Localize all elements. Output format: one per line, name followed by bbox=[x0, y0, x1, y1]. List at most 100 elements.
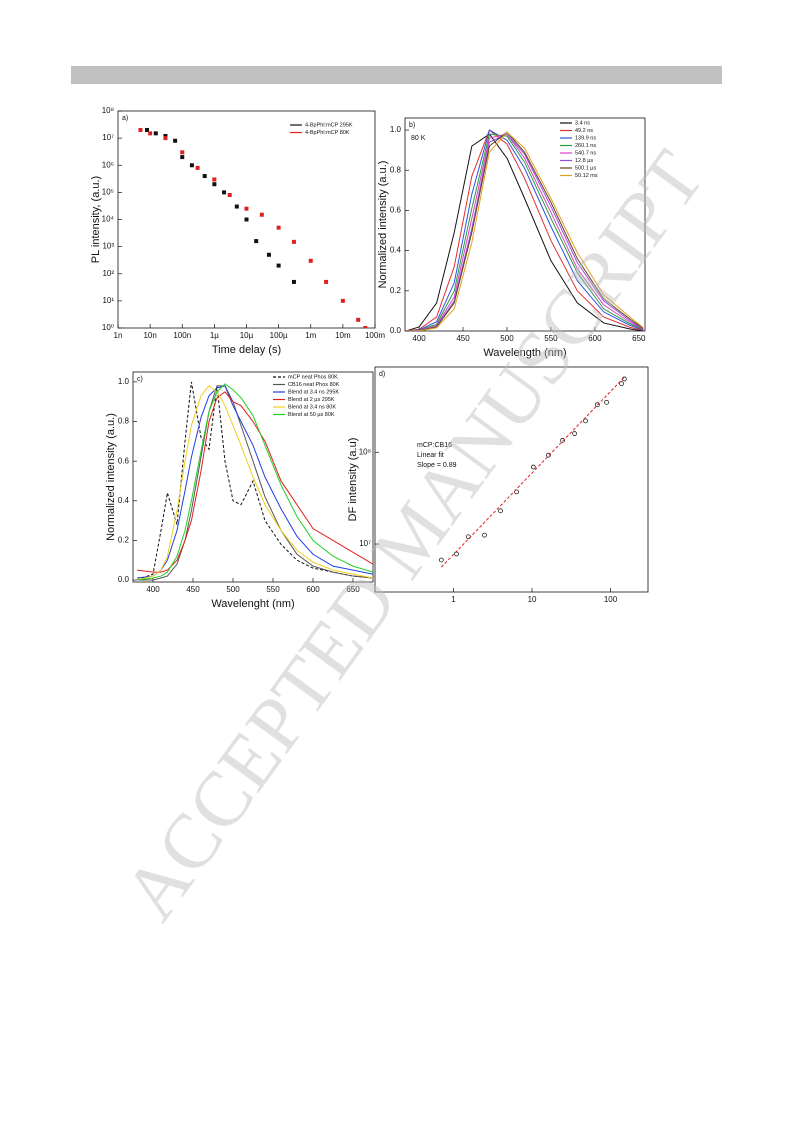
point bbox=[291, 239, 296, 244]
point bbox=[498, 508, 503, 514]
figure bbox=[103, 100, 663, 612]
y-axis-label: DF intensity (a.u) bbox=[347, 438, 359, 522]
chart: 400 450 500 550 600 650 0.0 0.2 0.4 0.6 0.8 1.0 Wave… bbox=[105, 371, 374, 610]
point bbox=[138, 127, 143, 132]
point bbox=[244, 217, 249, 222]
point bbox=[514, 489, 519, 495]
series-line bbox=[405, 131, 644, 331]
series-line bbox=[136, 385, 373, 581]
legend-label: 4-BpPhl:mCP 295K bbox=[305, 122, 353, 128]
chart: 1n 10n 100n 1µ 10µ 100µ 1m 10m 100m 10⁰ 10¹ 10² 10³ 1… bbox=[90, 106, 385, 356]
point bbox=[291, 279, 296, 284]
point bbox=[153, 131, 158, 136]
y-tick-label: 0.6 bbox=[118, 456, 130, 465]
point bbox=[180, 150, 185, 155]
point bbox=[266, 252, 271, 257]
plot-frame bbox=[132, 371, 374, 583]
x-tick-label: 450 bbox=[186, 585, 200, 594]
y-tick-label: 10⁷ bbox=[359, 539, 371, 548]
y-tick-label: 0.0 bbox=[390, 326, 402, 335]
y-tick-label: 0.2 bbox=[118, 536, 130, 545]
x-tick-label: 400 bbox=[146, 585, 160, 594]
legend-label: CB16 neat Phos 80K bbox=[288, 382, 340, 388]
plot-area bbox=[138, 127, 368, 328]
plot-frame bbox=[374, 366, 649, 593]
point bbox=[594, 402, 600, 408]
point bbox=[212, 177, 217, 182]
panel-label: b) bbox=[409, 122, 415, 129]
series-line bbox=[136, 381, 373, 581]
y-tick-label: 0.8 bbox=[118, 417, 130, 426]
y-tick-label: 0.2 bbox=[390, 286, 402, 295]
y-tick-label: 10⁸ bbox=[359, 447, 371, 456]
x-tick-label: 100µ bbox=[270, 331, 288, 340]
legend-label: 12.8 µs bbox=[575, 158, 593, 164]
y-tick-label: 0.6 bbox=[390, 206, 402, 215]
chart: 400 450 500 550 600 650 0.0 0.2 0.4 0.6 0.8 1.0 Wave… bbox=[377, 117, 646, 359]
point bbox=[363, 326, 368, 328]
legend-label: Blend at 3.4 ns 295K bbox=[288, 389, 339, 395]
annotation: Linear fit bbox=[417, 452, 444, 459]
point bbox=[202, 174, 207, 179]
legend-label: 49.2 ns bbox=[575, 128, 593, 134]
point bbox=[276, 263, 281, 268]
series-line bbox=[405, 129, 644, 331]
legend-label: Blend at 2 µs 295K bbox=[288, 397, 335, 403]
y-tick-label: 1.0 bbox=[390, 125, 402, 134]
header-bar bbox=[71, 66, 722, 84]
x-tick-label: 600 bbox=[306, 585, 320, 594]
y-tick-label: 0.8 bbox=[390, 165, 402, 174]
point bbox=[604, 399, 609, 405]
series-line bbox=[440, 376, 625, 568]
point bbox=[583, 418, 588, 424]
panel-label: a) bbox=[122, 115, 128, 122]
series-line bbox=[405, 133, 644, 331]
y-tick-label: 1.0 bbox=[118, 377, 130, 386]
y-tick-label: 0.4 bbox=[118, 496, 130, 505]
y-tick-label: 10² bbox=[102, 269, 114, 278]
point bbox=[244, 206, 249, 211]
legend-label: 3.4 ns bbox=[575, 120, 590, 126]
annotation: mCP:CB16 bbox=[417, 442, 452, 449]
y-tick-label: 10⁴ bbox=[102, 215, 115, 224]
point bbox=[234, 204, 239, 209]
point bbox=[340, 298, 345, 303]
plot-frame bbox=[404, 117, 646, 332]
x-tick-label: 600 bbox=[588, 334, 602, 343]
point bbox=[173, 138, 178, 143]
point bbox=[254, 239, 259, 244]
x-tick-label: 100m bbox=[365, 331, 385, 340]
legend-label: 260.1 ns bbox=[575, 143, 596, 149]
x-tick-label: 1m bbox=[305, 331, 316, 340]
series-line bbox=[136, 385, 373, 579]
y-tick-label: 10⁸ bbox=[102, 106, 114, 115]
legend-label: 50.12 ms bbox=[575, 173, 598, 179]
x-axis-label: Wavelength (nm) bbox=[483, 347, 566, 359]
point bbox=[222, 190, 227, 195]
y-tick-label: 0.0 bbox=[118, 575, 130, 584]
point bbox=[438, 557, 444, 563]
point bbox=[189, 163, 194, 168]
x-tick-label: 1 bbox=[451, 595, 456, 604]
point bbox=[324, 279, 329, 284]
point bbox=[227, 193, 232, 198]
panel-label: d) bbox=[379, 371, 385, 378]
legend-label: Blend at 50 µs 80K bbox=[288, 412, 335, 418]
plot-area bbox=[438, 376, 627, 568]
series-line bbox=[405, 133, 644, 331]
x-tick-label: 500 bbox=[226, 585, 240, 594]
y-axis-label: Normalized intensity (a.u.) bbox=[105, 413, 117, 541]
point bbox=[530, 464, 536, 470]
x-axis-label: Wavelenght (nm) bbox=[211, 598, 294, 610]
point bbox=[619, 381, 624, 387]
legend-label: 4-BpPhl:mCP 80K bbox=[305, 130, 350, 136]
x-tick-label: 650 bbox=[632, 334, 646, 343]
annotation: Slope = 0.89 bbox=[417, 462, 457, 469]
legend-label: 139.9 ns bbox=[575, 135, 596, 141]
series-line bbox=[136, 383, 373, 581]
x-tick-label: 10n bbox=[143, 331, 156, 340]
y-tick-label: 10¹ bbox=[102, 296, 114, 305]
x-tick-label: 100 bbox=[604, 595, 618, 604]
